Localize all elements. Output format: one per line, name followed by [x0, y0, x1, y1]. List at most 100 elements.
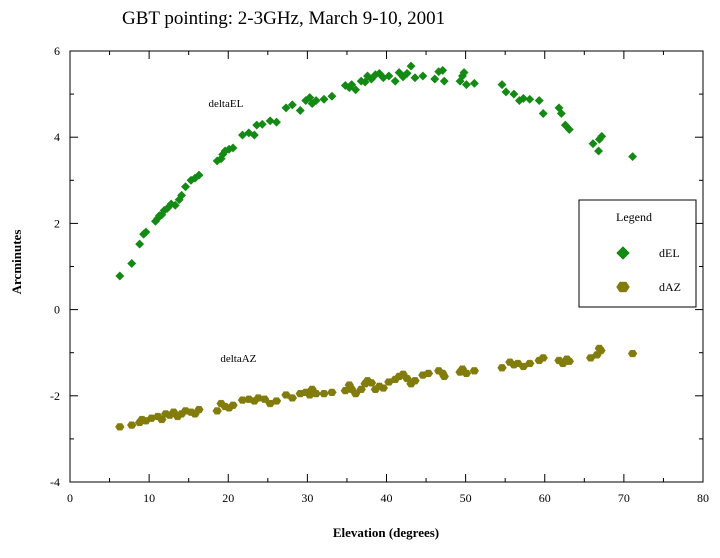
data-point-dEL	[497, 80, 507, 90]
data-point-dEL	[410, 73, 420, 83]
data-point-dEL	[628, 152, 638, 162]
data-point-dEL	[141, 227, 151, 237]
annotations: deltaEL deltaAZ	[208, 98, 256, 365]
data-point-dEL	[588, 139, 598, 149]
x-tick-label: 50	[460, 491, 472, 505]
data-point-dEL	[319, 94, 329, 104]
x-axis: 0 10 20 30 40 50 60 70 80	[67, 51, 709, 505]
data-point-dEL	[327, 91, 337, 101]
x-tick-label: 80	[697, 491, 709, 505]
annotation-deltaAZ: deltaAZ	[220, 353, 256, 365]
data-point-dAZ	[115, 423, 125, 431]
data-point-dEL	[534, 96, 544, 106]
data-point-dEL	[170, 200, 180, 210]
series-dEL	[115, 61, 638, 281]
data-point-dEL	[287, 100, 297, 110]
legend-title: Legend	[616, 210, 652, 224]
data-point-dEL	[459, 67, 469, 78]
data-point-dEL	[281, 103, 291, 113]
data-point-dEL	[180, 182, 191, 192]
data-point-dAZ	[469, 367, 480, 375]
data-point-dEL	[265, 116, 275, 126]
data-point-dEL	[194, 170, 204, 180]
data-point-dAZ	[410, 377, 420, 385]
legend-marker-dAZ	[616, 281, 630, 293]
x-tick-label: 30	[301, 491, 313, 505]
y-tick-label: -2	[50, 389, 60, 403]
data-point-dEL	[390, 76, 400, 86]
data-point-dEL	[439, 76, 449, 86]
data-point-dEL	[430, 74, 440, 84]
data-point-dEL	[518, 93, 528, 103]
data-point-dEL	[469, 78, 479, 88]
data-point-dEL	[538, 108, 548, 119]
y-tick-label: 6	[54, 44, 60, 58]
x-tick-label: 70	[618, 491, 630, 505]
data-point-dAZ	[596, 346, 606, 355]
data-point-dAZ	[378, 384, 389, 392]
data-point-dEL	[402, 68, 412, 78]
data-point-dEL	[556, 108, 566, 119]
data-point-dAZ	[439, 372, 449, 381]
data-point-dAZ	[497, 364, 507, 372]
annotation-deltaEL: deltaEL	[208, 98, 243, 110]
data-point-dEL	[384, 71, 394, 81]
x-axis-label: Elevation (degrees)	[333, 525, 439, 540]
y-tick-label: -4	[50, 475, 60, 489]
data-point-dEL	[127, 258, 137, 269]
data-point-dAZ	[212, 407, 222, 415]
legend: Legend dEL dAZ	[578, 199, 697, 308]
data-point-dEL	[271, 117, 282, 127]
data-point-dEL	[509, 89, 519, 99]
data-point-dEL	[311, 96, 321, 106]
data-point-dEL	[564, 124, 574, 134]
data-point-dEL	[406, 61, 416, 71]
series-dAZ	[115, 344, 638, 431]
data-point-dEL	[418, 71, 428, 81]
data-point-dEL	[438, 65, 448, 75]
data-point-dEL	[501, 87, 511, 97]
data-point-dAZ	[319, 390, 329, 398]
x-tick-label: 40	[381, 491, 393, 505]
data-point-dEL	[295, 105, 305, 116]
x-tick-label: 60	[539, 491, 551, 505]
data-point-dEL	[228, 143, 238, 153]
data-point-dAZ	[194, 405, 204, 414]
data-point-dEL	[257, 119, 267, 129]
series-layer	[115, 61, 638, 431]
x-tick-label: 0	[67, 491, 73, 505]
y-axis-label: Arcminutes	[9, 230, 24, 295]
data-point-dAZ	[538, 354, 548, 362]
chart-title: GBT pointing: 2-3GHz, March 9-10, 2001	[122, 8, 445, 29]
data-point-dAZ	[627, 349, 638, 358]
data-point-dAZ	[271, 397, 282, 405]
data-point-dEL	[594, 146, 604, 156]
data-point-dAZ	[366, 379, 377, 387]
data-point-dAZ	[311, 390, 321, 398]
data-point-dEL	[351, 85, 361, 95]
data-point-dEL	[525, 94, 535, 104]
y-tick-label: 0	[54, 303, 60, 317]
data-point-dEL	[115, 271, 125, 281]
data-point-dAZ	[525, 359, 535, 368]
data-point-dAZ	[327, 388, 337, 396]
data-point-dEL	[249, 130, 259, 140]
legend-label-dEL: dEL	[659, 246, 680, 260]
legend-label-dAZ: dAZ	[659, 280, 681, 294]
x-tick-label: 20	[222, 491, 234, 505]
data-point-dAZ	[423, 369, 434, 377]
y-axis: -4 -2 0 2 4 6	[50, 44, 703, 489]
data-point-dEL	[347, 80, 357, 90]
data-point-dEL	[597, 131, 607, 141]
data-point-dAZ	[127, 421, 137, 429]
legend-marker-dEL	[616, 246, 630, 260]
data-point-dEL	[461, 80, 471, 90]
y-tick-label: 4	[54, 130, 60, 144]
data-point-dEL	[135, 239, 145, 249]
data-point-dAZ	[287, 394, 298, 402]
data-point-dAZ	[228, 401, 238, 409]
data-point-dAZ	[564, 357, 574, 365]
data-point-dAZ	[461, 369, 472, 377]
x-tick-label: 10	[143, 491, 155, 505]
